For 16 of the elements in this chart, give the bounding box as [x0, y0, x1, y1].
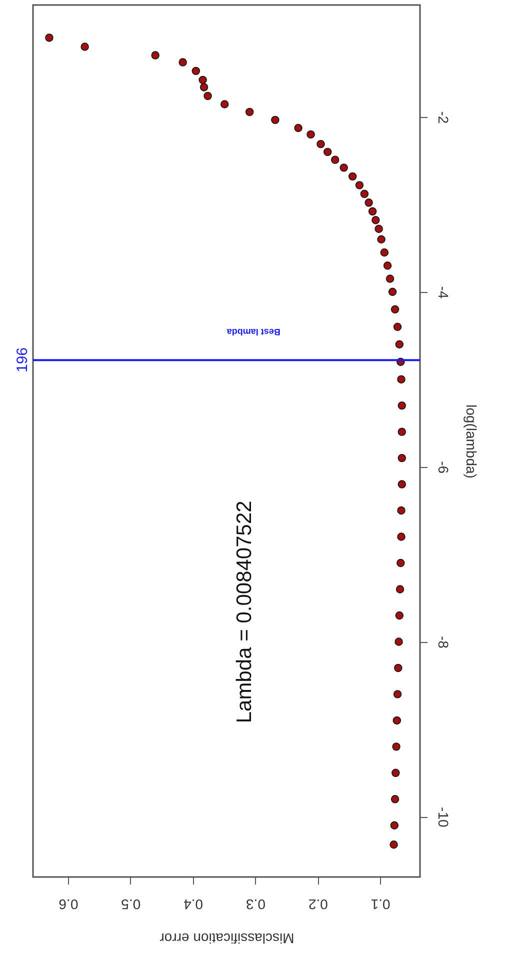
annotation: Lambda = 0.008407522	[233, 500, 256, 724]
x-tick-label: 0.5	[120, 896, 141, 912]
x-tick-label: 0.1	[370, 896, 390, 912]
x-tick-label: 0.6	[58, 896, 78, 912]
x-axis-title: Misclassification error	[159, 930, 294, 946]
x-tick-label: 0.4	[183, 896, 204, 912]
y-tick-label: -8	[436, 636, 452, 649]
x-tick-label: 0.3	[246, 896, 266, 912]
y-tick-label: -4	[436, 286, 452, 299]
text: 196	[14, 347, 31, 372]
y-tick-label: -6	[436, 461, 452, 474]
y-tick-label: -10	[436, 807, 452, 828]
y-axis-title: log(lambda)	[464, 404, 480, 478]
y-tick-label: -2	[436, 111, 452, 124]
x-tick-label: 0.2	[308, 896, 328, 912]
ref-line-label: Best lambda	[226, 327, 280, 338]
